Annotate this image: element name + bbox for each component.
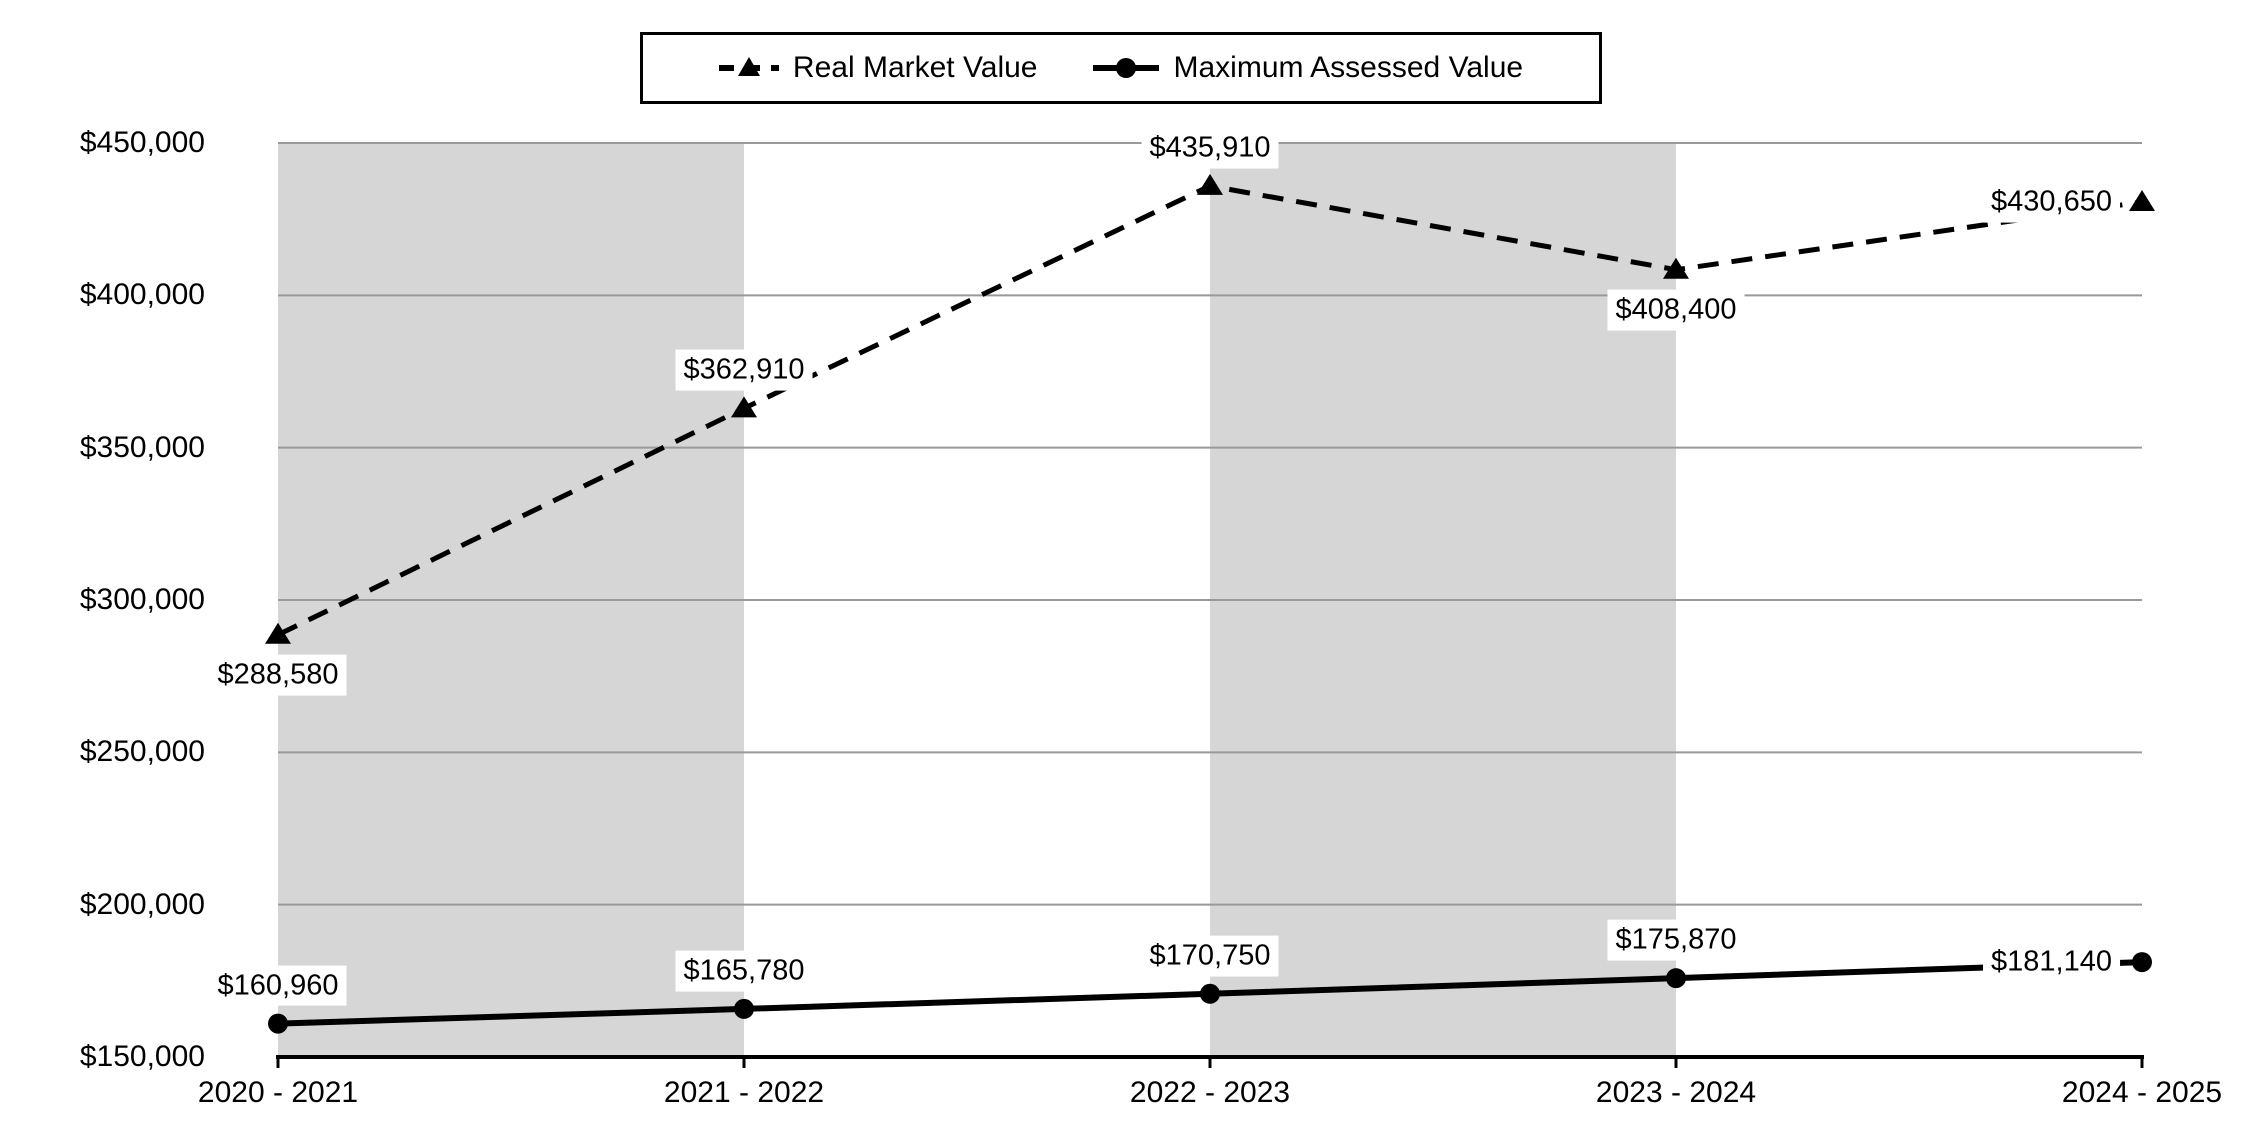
data-label: $160,960 — [209, 965, 347, 1006]
data-label: $430,650 — [1983, 181, 2120, 223]
data-label: $175,870 — [1607, 919, 1745, 961]
y-axis-label: $300,000 — [79, 583, 205, 616]
x-axis-label: 2022 - 2023 — [1129, 1076, 1291, 1109]
legend-label-real-market-value: Real Market Value — [792, 51, 1038, 84]
legend-item-real-market-value: Real Market Value — [718, 51, 1038, 85]
data-label: $408,400 — [1607, 289, 1745, 331]
data-label: $362,910 — [675, 349, 813, 391]
dashed-line-triangle-marker-icon — [718, 57, 779, 76]
x-axis-label: 2020 - 2021 — [197, 1076, 359, 1109]
data-label: $181,140 — [1983, 941, 2120, 983]
x-axis-label: 2021 - 2022 — [663, 1076, 825, 1109]
y-axis-label: $200,000 — [79, 887, 205, 921]
y-axis-label: $450,000 — [79, 126, 205, 159]
legend-label-maximum-assessed-value: Maximum Assessed Value — [1173, 51, 1524, 84]
solid-line-circle-marker-icon — [1093, 58, 1160, 78]
legend: Real Market Value Maximum Assessed Value — [640, 32, 1602, 104]
y-axis-label: $150,000 — [79, 1040, 205, 1073]
y-axis-label: $350,000 — [79, 430, 205, 464]
x-axis-label: 2024 - 2025 — [2061, 1076, 2223, 1109]
legend-item-maximum-assessed-value: Maximum Assessed Value — [1093, 51, 1523, 85]
data-label: $288,580 — [209, 654, 347, 696]
data-label: $170,750 — [1141, 935, 1279, 977]
y-axis-label: $400,000 — [79, 278, 205, 312]
x-axis-label: 2023 - 2024 — [1595, 1076, 1757, 1109]
data-label: $435,910 — [1141, 127, 1279, 169]
y-axis-label: $250,000 — [79, 735, 205, 769]
data-label: $165,780 — [675, 950, 813, 992]
